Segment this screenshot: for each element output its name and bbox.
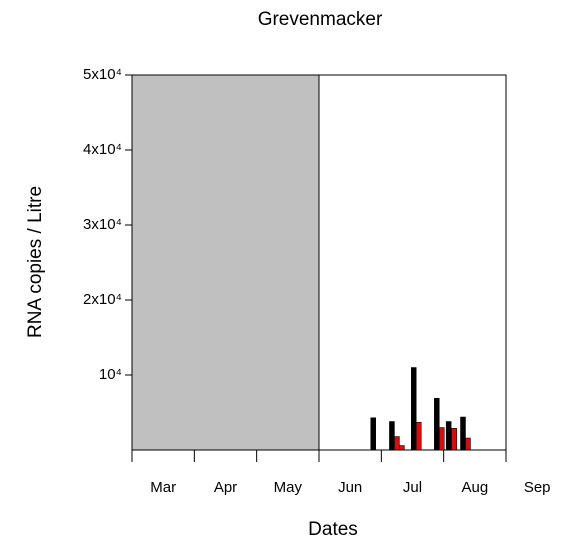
x-tick-label: Aug: [461, 479, 488, 496]
y-tick-label: 2x10⁴: [83, 291, 122, 308]
y-tick-label: 5x10⁴: [83, 66, 122, 83]
chart-title: Grevenmacker: [258, 9, 383, 30]
x-tick-label: Sep: [524, 479, 551, 496]
bar: [460, 416, 466, 451]
bar: [451, 428, 458, 451]
shaded-region: [131, 74, 320, 451]
bar: [389, 421, 395, 451]
x-tick-label: Jun: [338, 479, 362, 496]
x-tick-label: Apr: [214, 479, 237, 496]
x-tick-label: May: [274, 479, 303, 496]
bar: [465, 437, 471, 451]
bar: [410, 367, 417, 451]
x-tick-label: Jul: [403, 479, 422, 496]
y-tick-label: 10⁴: [99, 366, 122, 383]
bar: [415, 422, 422, 451]
x-axis-label: Dates: [308, 519, 358, 540]
y-tick-label: 4x10⁴: [83, 141, 122, 158]
bar: [394, 436, 400, 451]
x-tick-label: Mar: [150, 479, 176, 496]
y-axis-label: RNA copies / Litre: [25, 186, 46, 338]
bar: [439, 427, 445, 451]
bar: [434, 398, 440, 451]
bar: [370, 417, 376, 451]
y-tick-label: 3x10⁴: [83, 216, 122, 233]
bar: [399, 445, 405, 451]
bar: [445, 421, 452, 451]
